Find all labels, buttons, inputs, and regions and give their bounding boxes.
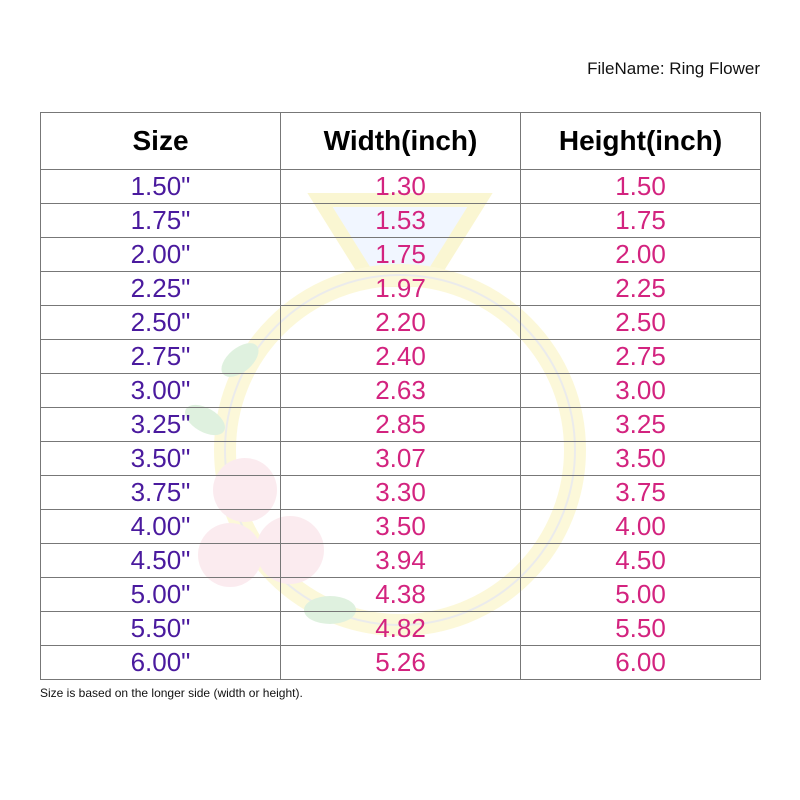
size-cell: 4.00" <box>40 509 281 544</box>
size-cell: 2.75" <box>40 339 281 374</box>
width-cell: 3.50 <box>280 509 521 544</box>
size-cell: 3.50" <box>40 441 281 476</box>
width-cell: 4.82 <box>280 611 521 646</box>
table-row: 3.75" 3.30 3.75 <box>40 475 761 510</box>
width-cell: 1.30 <box>280 169 521 204</box>
size-cell: 3.00" <box>40 373 281 408</box>
height-cell: 3.00 <box>520 373 761 408</box>
height-cell: 3.75 <box>520 475 761 510</box>
table-row: 2.00" 1.75 2.00 <box>40 237 761 272</box>
table-row: 2.25" 1.97 2.25 <box>40 271 761 306</box>
file-name-label: FileName: Ring Flower <box>587 59 760 78</box>
table-row: 4.50" 3.94 4.50 <box>40 543 761 578</box>
table-row: 3.25" 2.85 3.25 <box>40 407 761 442</box>
height-cell: 2.00 <box>520 237 761 272</box>
height-cell: 5.00 <box>520 577 761 612</box>
header-size: Size <box>40 112 281 170</box>
width-cell: 2.20 <box>280 305 521 340</box>
size-cell: 3.25" <box>40 407 281 442</box>
size-note: Size is based on the longer side (width … <box>40 686 303 700</box>
header-width: Width(inch) <box>280 112 521 170</box>
size-cell: 5.00" <box>40 577 281 612</box>
table-row: 5.50" 4.82 5.50 <box>40 611 761 646</box>
size-cell: 5.50" <box>40 611 281 646</box>
size-cell: 1.50" <box>40 169 281 204</box>
height-cell: 3.50 <box>520 441 761 476</box>
table-row: 3.00" 2.63 3.00 <box>40 373 761 408</box>
table-row: 5.00" 4.38 5.00 <box>40 577 761 612</box>
height-cell: 3.25 <box>520 407 761 442</box>
size-cell: 4.50" <box>40 543 281 578</box>
width-cell: 3.94 <box>280 543 521 578</box>
width-cell: 2.85 <box>280 407 521 442</box>
table-row: 6.00" 5.26 6.00 <box>40 645 761 680</box>
height-cell: 2.25 <box>520 271 761 306</box>
table-row: 2.50" 2.20 2.50 <box>40 305 761 340</box>
table-row: 1.75" 1.53 1.75 <box>40 203 761 238</box>
height-cell: 6.00 <box>520 645 761 680</box>
size-cell: 2.00" <box>40 237 281 272</box>
width-cell: 4.38 <box>280 577 521 612</box>
table-row: 3.50" 3.07 3.50 <box>40 441 761 476</box>
width-cell: 1.97 <box>280 271 521 306</box>
width-cell: 3.30 <box>280 475 521 510</box>
size-cell: 3.75" <box>40 475 281 510</box>
size-cell: 2.25" <box>40 271 281 306</box>
width-cell: 3.07 <box>280 441 521 476</box>
height-cell: 1.75 <box>520 203 761 238</box>
size-cell: 2.50" <box>40 305 281 340</box>
size-cell: 1.75" <box>40 203 281 238</box>
height-cell: 1.50 <box>520 169 761 204</box>
width-cell: 2.40 <box>280 339 521 374</box>
height-cell: 2.50 <box>520 305 761 340</box>
table-row: 4.00" 3.50 4.00 <box>40 509 761 544</box>
size-cell: 6.00" <box>40 645 281 680</box>
width-cell: 1.75 <box>280 237 521 272</box>
width-cell: 5.26 <box>280 645 521 680</box>
size-table: Size Width(inch) Height(inch) 1.50" 1.30 1… <box>40 112 761 680</box>
table-row: 2.75" 2.40 2.75 <box>40 339 761 374</box>
table-header-row: Size Width(inch) Height(inch) <box>40 112 761 170</box>
header-height: Height(inch) <box>520 112 761 170</box>
height-cell: 4.50 <box>520 543 761 578</box>
height-cell: 4.00 <box>520 509 761 544</box>
table-row: 1.50" 1.30 1.50 <box>40 169 761 204</box>
width-cell: 1.53 <box>280 203 521 238</box>
height-cell: 5.50 <box>520 611 761 646</box>
width-cell: 2.63 <box>280 373 521 408</box>
height-cell: 2.75 <box>520 339 761 374</box>
